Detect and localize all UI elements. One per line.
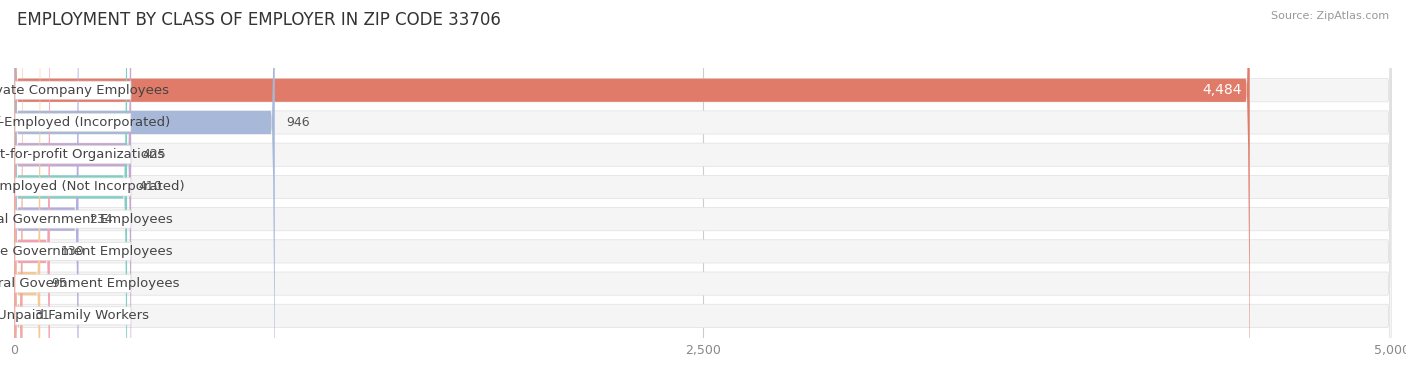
Text: Not-for-profit Organizations: Not-for-profit Organizations (0, 148, 165, 161)
FancyBboxPatch shape (14, 0, 1392, 376)
FancyBboxPatch shape (14, 0, 1392, 376)
FancyBboxPatch shape (15, 274, 131, 293)
FancyBboxPatch shape (15, 146, 131, 164)
Text: 234: 234 (90, 213, 114, 226)
FancyBboxPatch shape (15, 114, 131, 132)
FancyBboxPatch shape (14, 0, 22, 376)
FancyBboxPatch shape (14, 0, 131, 376)
Text: 31: 31 (34, 309, 49, 322)
FancyBboxPatch shape (14, 0, 127, 376)
FancyBboxPatch shape (14, 0, 79, 376)
FancyBboxPatch shape (14, 0, 1392, 376)
FancyBboxPatch shape (14, 0, 1392, 376)
Text: 4,484: 4,484 (1202, 83, 1241, 97)
Text: Unpaid Family Workers: Unpaid Family Workers (0, 309, 149, 322)
Text: 95: 95 (51, 277, 67, 290)
FancyBboxPatch shape (15, 243, 131, 261)
FancyBboxPatch shape (15, 81, 131, 99)
Text: Self-Employed (Incorporated): Self-Employed (Incorporated) (0, 116, 170, 129)
FancyBboxPatch shape (15, 178, 131, 196)
Text: EMPLOYMENT BY CLASS OF EMPLOYER IN ZIP CODE 33706: EMPLOYMENT BY CLASS OF EMPLOYER IN ZIP C… (17, 11, 501, 29)
FancyBboxPatch shape (14, 0, 1250, 376)
Text: 410: 410 (138, 180, 162, 193)
FancyBboxPatch shape (14, 0, 1392, 376)
FancyBboxPatch shape (14, 0, 41, 376)
FancyBboxPatch shape (15, 307, 131, 325)
Text: State Government Employees: State Government Employees (0, 245, 173, 258)
FancyBboxPatch shape (14, 0, 49, 376)
FancyBboxPatch shape (14, 0, 1392, 376)
FancyBboxPatch shape (14, 0, 1392, 376)
Text: 946: 946 (285, 116, 309, 129)
Text: 425: 425 (142, 148, 166, 161)
Text: Federal Government Employees: Federal Government Employees (0, 277, 180, 290)
FancyBboxPatch shape (14, 0, 1392, 376)
FancyBboxPatch shape (15, 210, 131, 228)
Text: 130: 130 (60, 245, 84, 258)
FancyBboxPatch shape (14, 0, 274, 376)
Text: Local Government Employees: Local Government Employees (0, 213, 173, 226)
Text: Source: ZipAtlas.com: Source: ZipAtlas.com (1271, 11, 1389, 21)
Text: Private Company Employees: Private Company Employees (0, 84, 169, 97)
Text: Self-Employed (Not Incorporated): Self-Employed (Not Incorporated) (0, 180, 184, 193)
